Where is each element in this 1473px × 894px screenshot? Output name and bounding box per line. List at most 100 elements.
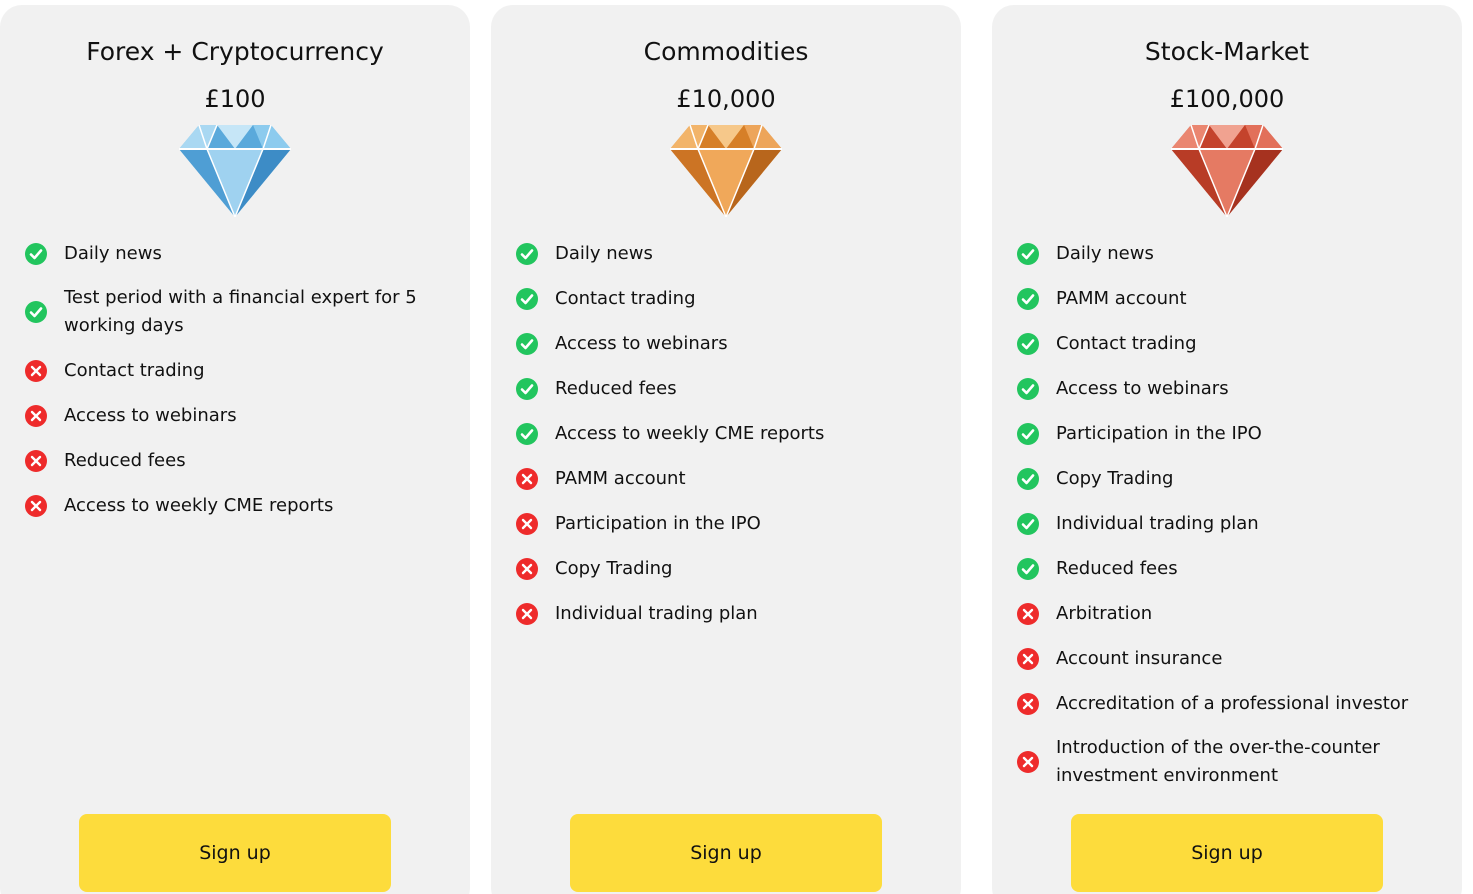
- feature-label: Reduced fees: [64, 449, 186, 471]
- feature-item: Reduced fees: [25, 438, 448, 483]
- feature-item: Test period with a financial expert for …: [25, 276, 448, 348]
- check-circle-icon: [1017, 512, 1039, 535]
- feature-label: Access to webinars: [555, 332, 728, 354]
- feature-item: Copy Trading: [1017, 456, 1440, 501]
- feature-label: Introduction of the over-the-counter inv…: [1056, 737, 1380, 786]
- feature-label: Contact trading: [64, 359, 205, 381]
- x-circle-icon: [25, 449, 47, 472]
- feature-label: Access to webinars: [1056, 377, 1229, 399]
- plan-card-forex-crypto: Forex + Cryptocurrency £100 Daily news T…: [0, 5, 470, 894]
- check-circle-icon: [1017, 287, 1039, 310]
- check-circle-icon: [25, 301, 47, 323]
- x-circle-icon: [1017, 692, 1039, 715]
- feature-list: Daily news Contact trading Access to web…: [516, 231, 939, 636]
- feature-label: Daily news: [1056, 242, 1154, 264]
- x-circle-icon: [516, 467, 538, 490]
- plan-price: £10,000: [676, 85, 776, 113]
- feature-item: Daily news: [1017, 231, 1440, 276]
- sign-up-button[interactable]: Sign up: [79, 814, 391, 892]
- plan-card-stock-market: Stock-Market £100,000 Daily news PAMM ac…: [992, 5, 1462, 894]
- feature-label: Reduced fees: [1056, 557, 1178, 579]
- feature-item: PAMM account: [516, 456, 939, 501]
- feature-label: Access to webinars: [64, 404, 237, 426]
- feature-item: Daily news: [25, 231, 448, 276]
- check-circle-icon: [1017, 377, 1039, 400]
- feature-label: Participation in the IPO: [1056, 422, 1262, 444]
- x-circle-icon: [516, 602, 538, 625]
- feature-item: Accreditation of a professional investor: [1017, 681, 1440, 726]
- feature-item: Contact trading: [25, 348, 448, 393]
- feature-item: Reduced fees: [516, 366, 939, 411]
- feature-label: Test period with a financial expert for …: [64, 287, 417, 336]
- feature-item: Contact trading: [516, 276, 939, 321]
- feature-label: Copy Trading: [1056, 467, 1174, 489]
- check-circle-icon: [516, 287, 538, 310]
- feature-item: PAMM account: [1017, 276, 1440, 321]
- feature-item: Individual trading plan: [516, 591, 939, 636]
- feature-list: Daily news PAMM account Contact trading …: [1017, 231, 1440, 798]
- feature-label: Contact trading: [1056, 332, 1197, 354]
- feature-item: Arbitration: [1017, 591, 1440, 636]
- diamond-blue-icon: [179, 125, 291, 217]
- feature-label: Participation in the IPO: [555, 512, 761, 534]
- x-circle-icon: [1017, 602, 1039, 625]
- check-circle-icon: [1017, 332, 1039, 355]
- plan-title: Stock-Market: [1144, 37, 1310, 66]
- x-circle-icon: [516, 512, 538, 535]
- feature-item: Participation in the IPO: [516, 501, 939, 546]
- feature-label: Copy Trading: [555, 557, 673, 579]
- feature-item: Contact trading: [1017, 321, 1440, 366]
- check-circle-icon: [1017, 422, 1039, 445]
- x-circle-icon: [1017, 751, 1039, 773]
- feature-item: Participation in the IPO: [1017, 411, 1440, 456]
- feature-item: Access to webinars: [1017, 366, 1440, 411]
- check-circle-icon: [516, 332, 538, 355]
- feature-label: Accreditation of a professional investor: [1056, 692, 1409, 714]
- feature-item: Copy Trading: [516, 546, 939, 591]
- sign-up-button[interactable]: Sign up: [570, 814, 882, 892]
- feature-label: Arbitration: [1056, 602, 1153, 624]
- feature-label: Contact trading: [555, 287, 696, 309]
- feature-label: Access to weekly CME reports: [555, 422, 825, 444]
- feature-label: Individual trading plan: [555, 602, 758, 624]
- feature-label: Individual trading plan: [1056, 512, 1259, 534]
- feature-item: Account insurance: [1017, 636, 1440, 681]
- diamond-red-icon: [1171, 125, 1283, 217]
- plan-price: £100,000: [1169, 85, 1285, 113]
- x-circle-icon: [1017, 647, 1039, 670]
- feature-label: Reduced fees: [555, 377, 677, 399]
- feature-item: Access to webinars: [516, 321, 939, 366]
- feature-item: Access to webinars: [25, 393, 448, 438]
- plan-card-commodities: Commodities £10,000 Daily news Contact t…: [491, 5, 961, 894]
- sign-up-button[interactable]: Sign up: [1071, 814, 1383, 892]
- x-circle-icon: [25, 404, 47, 427]
- check-circle-icon: [516, 422, 538, 445]
- check-circle-icon: [1017, 557, 1039, 580]
- feature-label: Account insurance: [1056, 647, 1223, 669]
- feature-item: Access to weekly CME reports: [516, 411, 939, 456]
- feature-item: Access to weekly CME reports: [25, 483, 448, 528]
- diamond-orange-icon: [670, 125, 782, 217]
- feature-item: Individual trading plan: [1017, 501, 1440, 546]
- check-circle-icon: [1017, 467, 1039, 490]
- check-circle-icon: [516, 377, 538, 400]
- feature-label: Daily news: [555, 242, 653, 264]
- feature-item: Daily news: [516, 231, 939, 276]
- feature-label: Access to weekly CME reports: [64, 494, 334, 516]
- plan-price: £100: [204, 85, 266, 113]
- plan-title: Commodities: [643, 37, 809, 66]
- feature-label: PAMM account: [1056, 287, 1187, 309]
- feature-item: Introduction of the over-the-counter inv…: [1017, 726, 1440, 798]
- x-circle-icon: [25, 494, 47, 517]
- x-circle-icon: [25, 359, 47, 382]
- check-circle-icon: [25, 242, 47, 265]
- feature-label: Daily news: [64, 242, 162, 264]
- feature-label: PAMM account: [555, 467, 686, 489]
- feature-list: Daily news Test period with a financial …: [25, 231, 448, 528]
- x-circle-icon: [516, 557, 538, 580]
- feature-item: Reduced fees: [1017, 546, 1440, 591]
- plan-title: Forex + Cryptocurrency: [86, 37, 384, 66]
- check-circle-icon: [516, 242, 538, 265]
- check-circle-icon: [1017, 242, 1039, 265]
